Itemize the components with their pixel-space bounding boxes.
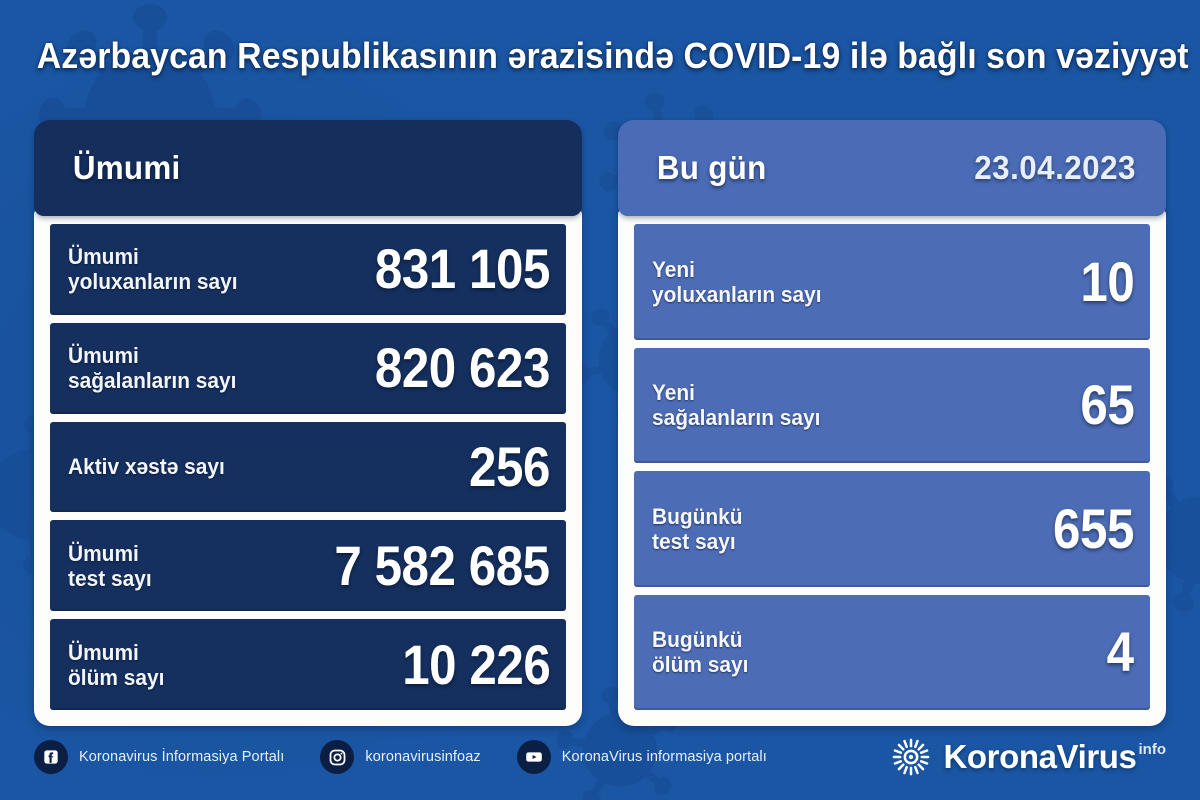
stat-value: 820 623 (374, 336, 551, 400)
social-handle: koronavirusinfoaz (365, 749, 481, 765)
stat-row-total-recovered: Ümumi sağalanların sayı 820 623 (50, 322, 566, 414)
stat-label: Bugünkü ölüm sayı (652, 627, 749, 678)
stat-row-active-cases: Aktiv xəstə sayı 256 (50, 421, 566, 513)
stat-label: Ümumi test sayı (68, 540, 152, 591)
panel-today: Bu gün 23.04.2023 Yeni yoluxanların sayı… (618, 120, 1166, 726)
stat-label: Yeni sağalanların sayı (652, 380, 821, 431)
stat-row-new-recovered: Yeni sağalanların sayı 65 (634, 347, 1150, 463)
stat-value: 655 (1053, 496, 1134, 560)
panel-total-header: Ümumi (34, 120, 582, 216)
stat-row-total-deaths: Ümumi ölüm sayı 10 226 (50, 619, 566, 710)
social-link-facebook[interactable]: Koronavirus İnformasiya Portalı (34, 740, 284, 774)
stat-row-today-deaths: Bugünkü ölüm sayı 4 (634, 594, 1150, 710)
panel-today-date: 23.04.2023 (974, 149, 1136, 186)
stat-label: Ümumi yoluxanların sayı (68, 244, 238, 295)
footer: Koronavirus İnformasiya Portalı koronavi… (34, 728, 1166, 786)
instagram-icon (320, 740, 355, 774)
panel-total-heading: Ümumi (72, 149, 181, 186)
virus-sun-icon (891, 737, 931, 777)
stat-value: 256 (469, 434, 550, 498)
stat-value: 831 105 (374, 237, 551, 301)
facebook-icon (34, 740, 68, 774)
social-link-youtube[interactable]: KoronaVirus informasiya portalı (516, 740, 767, 774)
panel-today-body: Yeni yoluxanların sayı 10 Yeni sağalanla… (618, 210, 1166, 726)
panel-today-header: Bu gün 23.04.2023 (618, 120, 1166, 216)
brand-logo[interactable]: KoronaVirus info (891, 737, 1166, 777)
brand-name: KoronaVirus (943, 738, 1137, 775)
stat-value: 10 (1080, 249, 1134, 313)
stat-value: 65 (1080, 373, 1134, 437)
stat-value: 4 (1107, 620, 1134, 684)
statistics-panels: Ümumi Ümumi yoluxanların sayı 831 105 Üm… (34, 120, 1166, 726)
stat-label: Aktiv xəstə sayı (68, 454, 225, 480)
stat-row-today-tests: Bugünkü test sayı 655 (634, 471, 1150, 587)
stat-value: 7 582 685 (334, 533, 551, 597)
brand-tld: info (1138, 741, 1167, 758)
panel-total: Ümumi Ümumi yoluxanların sayı 831 105 Üm… (34, 120, 582, 726)
page-title: Azərbaycan Respublikasının ərazisində CO… (0, 34, 1200, 78)
stat-value: 10 226 (401, 632, 551, 696)
stat-label: Ümumi ölüm sayı (68, 639, 165, 690)
stat-label: Bugünkü test sayı (652, 503, 743, 554)
panel-total-body: Ümumi yoluxanların sayı 831 105 Ümumi sa… (34, 210, 582, 726)
social-link-instagram[interactable]: koronavirusinfoaz (320, 740, 481, 774)
social-handle: KoronaVirus informasiya portalı (561, 749, 767, 765)
stat-row-new-cases: Yeni yoluxanların sayı 10 (634, 224, 1150, 340)
panel-today-heading: Bu gün (656, 149, 767, 186)
social-handle: Koronavirus İnformasiya Portalı (79, 749, 285, 765)
youtube-icon (516, 740, 551, 774)
stat-row-total-tests: Ümumi test sayı 7 582 685 (50, 520, 566, 612)
stat-label: Ümumi sağalanların sayı (68, 343, 237, 394)
stat-row-total-cases: Ümumi yoluxanların sayı 831 105 (50, 224, 566, 315)
stat-label: Yeni yoluxanların sayı (652, 256, 822, 307)
page-title-text: Azərbaycan Respublikasının ərazisində CO… (36, 35, 1189, 76)
